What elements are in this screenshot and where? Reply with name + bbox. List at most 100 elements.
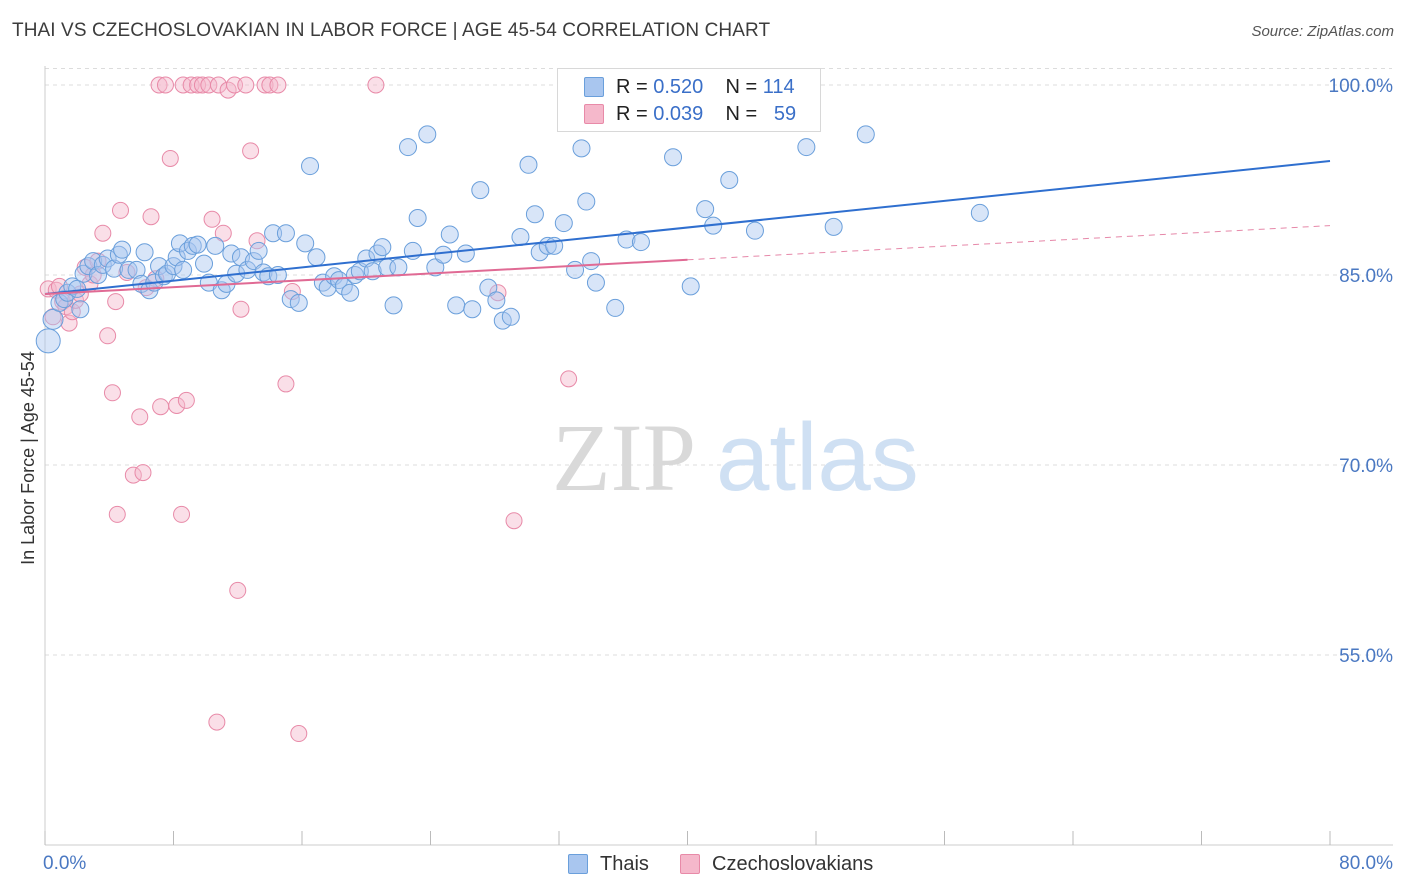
legend-swatch-czechoslovakians <box>584 104 604 124</box>
y-tick-label: 100.0% <box>1329 76 1394 97</box>
legend-r-label: R = <box>616 102 648 125</box>
thais-point <box>456 244 475 263</box>
thais-point <box>264 224 283 243</box>
thais-point <box>487 291 506 310</box>
czechoslovakians-point <box>150 76 168 94</box>
thais-point <box>373 238 392 257</box>
czechoslovakians-trend-line <box>44 258 688 295</box>
bottom-legend-label-czechoslovakians: Czechoslovakians <box>712 852 874 875</box>
thais-point <box>572 139 591 158</box>
thais-point <box>418 125 437 144</box>
thais-point <box>440 225 459 244</box>
czechoslovakians-point <box>142 208 160 226</box>
thais-point <box>617 230 636 249</box>
thais-point <box>681 277 700 296</box>
thais-trend-line <box>44 160 1331 295</box>
czechoslovakians-point <box>208 713 226 731</box>
thais-point <box>434 245 453 264</box>
czechoslovakians-trend-line-extension <box>687 225 1331 261</box>
thais-point <box>135 243 154 262</box>
thais-point <box>554 214 573 233</box>
thais-point <box>89 266 108 284</box>
legend-n-value: 59 <box>773 102 797 125</box>
thais-point <box>341 283 360 302</box>
thais-point <box>98 249 117 268</box>
czechoslovakians-point <box>103 384 121 402</box>
czechoslovakians-point <box>107 293 125 311</box>
thais-point <box>606 298 625 317</box>
thais-point <box>582 252 601 271</box>
thais-point <box>586 273 605 292</box>
thais-point <box>68 279 87 298</box>
czechoslovakians-point <box>232 300 250 318</box>
thais-point <box>720 171 739 189</box>
y-tick-label: 70.0% <box>1339 456 1393 477</box>
thais-point <box>824 217 843 236</box>
y-tick-label: 85.0% <box>1339 266 1393 287</box>
thais-point <box>797 138 816 157</box>
czechoslovakians-point <box>173 505 191 523</box>
thais-point <box>329 271 348 290</box>
source-credit: Source: ZipAtlas.com <box>1251 23 1394 40</box>
legend-row-thais: R = 0.520 N = 114 <box>584 75 795 99</box>
czechoslovakians-point <box>152 398 170 416</box>
thais-point <box>511 228 530 246</box>
thais-point <box>222 244 241 263</box>
thais-point <box>463 300 482 319</box>
czechoslovakians-point <box>505 512 523 530</box>
thais-point <box>970 203 989 222</box>
thais-point <box>471 181 490 200</box>
x-tick-label: 80.0% <box>1339 853 1393 874</box>
czechoslovakians-point <box>283 282 301 300</box>
bottom-legend-swatch-czechoslovakians <box>680 854 700 874</box>
czechoslovakians-point <box>134 464 152 482</box>
legend-r-value: 0.520 <box>653 75 704 98</box>
y-tick-label: 55.0% <box>1339 646 1393 667</box>
thais-point <box>696 200 715 219</box>
czechoslovakians-point <box>200 76 218 94</box>
thais-point <box>296 234 315 253</box>
bottom-legend-thais: Thais <box>568 852 649 876</box>
thais-point <box>525 205 544 224</box>
thais-point <box>35 328 61 354</box>
thais-point <box>188 235 207 254</box>
czechoslovakians-point <box>156 76 174 94</box>
legend-row-czechoslovakians: R = 0.039 N = 59 <box>584 102 796 126</box>
tick-labels: 55.0% 70.0% 85.0% 100.0% 0.0% 80.0% <box>43 76 1393 874</box>
thais-point <box>856 125 875 144</box>
czechoslovakians-point <box>367 76 385 94</box>
thais-points <box>35 91 989 354</box>
bottom-legend-czechoslovakians: Czechoslovakians <box>680 852 873 876</box>
thais-point <box>368 244 387 263</box>
thais-point <box>276 224 295 243</box>
czechoslovakians-point <box>60 314 78 332</box>
czechoslovakians-point <box>124 466 142 484</box>
czechoslovakians-point <box>277 375 295 393</box>
czechoslovakians-point <box>214 224 232 242</box>
thais-point <box>566 260 585 279</box>
axes <box>44 66 1393 846</box>
thais-point <box>174 260 193 279</box>
czechoslovakians-point <box>290 725 308 743</box>
legend-swatch-thais <box>584 77 604 97</box>
thais-point <box>249 241 268 260</box>
thais-point <box>447 296 466 315</box>
thais-point <box>212 281 231 300</box>
thais-point <box>109 245 128 264</box>
stats-legend: R = 0.520 N = 114 R = 0.039 N = 59 <box>557 68 821 132</box>
thais-point <box>399 138 418 157</box>
thais-point <box>42 308 64 330</box>
czechoslovakians-point <box>242 142 260 160</box>
thais-point <box>519 155 538 174</box>
czechoslovakians-point <box>131 408 149 426</box>
thais-point <box>113 240 132 259</box>
thais-point <box>631 233 650 252</box>
legend-r-label: R = <box>616 75 648 98</box>
chart-title: THAI VS CZECHOSLOVAKIAN IN LABOR FORCE |… <box>12 20 771 41</box>
czechoslovakians-point <box>111 201 129 219</box>
czechoslovakians-point <box>489 284 507 302</box>
czechoslovakians-point <box>229 581 247 599</box>
thais-point <box>501 307 520 326</box>
thais-point <box>745 221 764 240</box>
